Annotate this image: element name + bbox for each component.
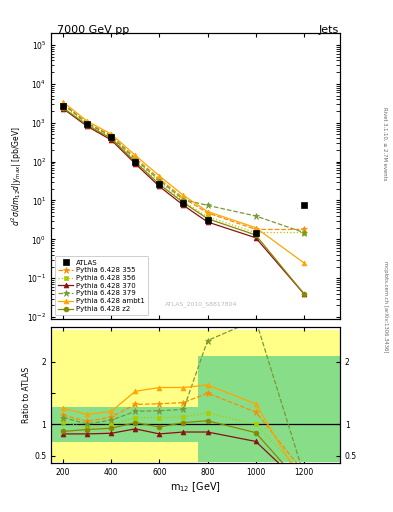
Pythia 6.428 356 — [61, 102, 66, 109]
Text: ATLAS_2010_S8817804: ATLAS_2010_S8817804 — [165, 302, 237, 308]
ATLAS — [181, 200, 186, 206]
Pythia 6.428 379 — [61, 101, 66, 107]
Line: Pythia 6.428 355: Pythia 6.428 355 — [60, 100, 307, 233]
ATLAS — [157, 181, 162, 187]
Pythia 6.428 370 — [301, 291, 306, 297]
Text: Jets: Jets — [319, 25, 339, 35]
Pythia 6.428 356 — [109, 134, 114, 140]
Line: Pythia 6.428 370: Pythia 6.428 370 — [61, 106, 306, 296]
Pythia 6.428 379 — [109, 133, 114, 139]
Line: ATLAS: ATLAS — [60, 103, 307, 236]
Y-axis label: $d^2\sigma/dm_{12}d|y_{max}|$ [pb/GeV]: $d^2\sigma/dm_{12}d|y_{max}|$ [pb/GeV] — [10, 126, 24, 226]
Pythia 6.428 356 — [301, 229, 306, 236]
Pythia 6.428 356 — [253, 229, 258, 236]
Pythia 6.428 ambt1 — [109, 131, 114, 137]
Pythia 6.428 356 — [85, 121, 90, 127]
Pythia 6.428 379 — [85, 120, 90, 126]
Text: mcplots.cern.ch [arXiv:1306.3436]: mcplots.cern.ch [arXiv:1306.3436] — [383, 262, 387, 353]
Pythia 6.428 ambt1 — [205, 208, 210, 215]
Pythia 6.428 ambt1 — [157, 173, 162, 179]
Pythia 6.428 z2 — [253, 232, 258, 238]
Pythia 6.428 370 — [61, 105, 66, 112]
Text: 7000 GeV pp: 7000 GeV pp — [57, 25, 129, 35]
Pythia 6.428 370 — [85, 123, 90, 130]
ATLAS — [301, 202, 306, 208]
Pythia 6.428 379 — [133, 156, 138, 162]
Pythia 6.428 355 — [133, 155, 138, 161]
ATLAS — [109, 134, 114, 140]
Pythia 6.428 379 — [253, 213, 258, 219]
Pythia 6.428 z2 — [301, 291, 306, 297]
Pythia 6.428 370 — [133, 161, 138, 167]
Pythia 6.428 ambt1 — [253, 225, 258, 231]
ATLAS — [61, 103, 66, 109]
Line: Pythia 6.428 356: Pythia 6.428 356 — [61, 103, 306, 235]
Pythia 6.428 355 — [61, 100, 66, 106]
Pythia 6.428 370 — [253, 234, 258, 241]
Pythia 6.428 z2 — [205, 216, 210, 222]
Pythia 6.428 z2 — [109, 135, 114, 141]
Pythia 6.428 355 — [253, 226, 258, 232]
Pythia 6.428 379 — [301, 229, 306, 236]
Pythia 6.428 379 — [157, 177, 162, 183]
Pythia 6.428 355 — [181, 195, 186, 201]
Pythia 6.428 379 — [181, 197, 186, 203]
ATLAS — [133, 159, 138, 165]
Legend: ATLAS, Pythia 6.428 355, Pythia 6.428 356, Pythia 6.428 370, Pythia 6.428 379, P: ATLAS, Pythia 6.428 355, Pythia 6.428 35… — [55, 256, 149, 315]
Pythia 6.428 356 — [181, 198, 186, 204]
Pythia 6.428 355 — [85, 120, 90, 126]
Y-axis label: Ratio to ATLAS: Ratio to ATLAS — [22, 367, 31, 423]
Pythia 6.428 ambt1 — [85, 118, 90, 124]
Pythia 6.428 ambt1 — [61, 99, 66, 105]
Line: Pythia 6.428 379: Pythia 6.428 379 — [60, 101, 307, 236]
Pythia 6.428 356 — [205, 214, 210, 220]
Line: Pythia 6.428 z2: Pythia 6.428 z2 — [61, 105, 306, 296]
Pythia 6.428 356 — [133, 158, 138, 164]
Pythia 6.428 z2 — [61, 105, 66, 111]
Pythia 6.428 356 — [157, 179, 162, 185]
Pythia 6.428 370 — [181, 202, 186, 208]
Pythia 6.428 355 — [301, 226, 306, 232]
Pythia 6.428 370 — [205, 219, 210, 225]
Pythia 6.428 z2 — [157, 181, 162, 187]
Pythia 6.428 z2 — [85, 122, 90, 128]
Pythia 6.428 370 — [157, 183, 162, 189]
Pythia 6.428 355 — [205, 210, 210, 216]
Pythia 6.428 355 — [157, 176, 162, 182]
ATLAS — [253, 229, 258, 236]
Pythia 6.428 z2 — [181, 200, 186, 206]
ATLAS — [85, 120, 90, 126]
Pythia 6.428 370 — [109, 137, 114, 143]
Pythia 6.428 ambt1 — [301, 260, 306, 266]
X-axis label: m$_{12}$ [GeV]: m$_{12}$ [GeV] — [170, 480, 221, 494]
Line: Pythia 6.428 ambt1: Pythia 6.428 ambt1 — [61, 100, 306, 265]
ATLAS — [205, 217, 210, 223]
Pythia 6.428 ambt1 — [181, 193, 186, 199]
Pythia 6.428 355 — [109, 133, 114, 139]
Pythia 6.428 379 — [205, 202, 210, 208]
Text: Rivet 3.1.10, ≥ 2.7M events: Rivet 3.1.10, ≥ 2.7M events — [383, 106, 387, 180]
Pythia 6.428 z2 — [133, 159, 138, 165]
Pythia 6.428 ambt1 — [133, 152, 138, 158]
